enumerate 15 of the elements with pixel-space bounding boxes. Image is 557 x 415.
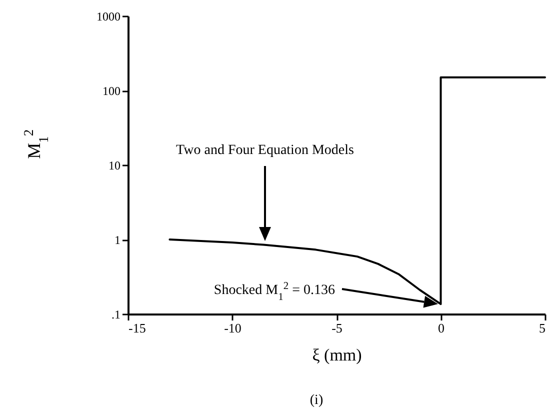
y-tick-label: .1 <box>112 308 120 322</box>
x-tick-label: 0 <box>438 320 444 336</box>
annotation: Two and Four Equation Models <box>176 143 354 158</box>
y-tick-label: 10 <box>108 158 120 172</box>
x-tick-label: 5 <box>539 320 546 336</box>
y-tick-label: 1 <box>114 233 120 247</box>
y-tick-label: 100 <box>102 84 120 98</box>
text: (i) <box>310 393 324 408</box>
annotation: Shocked M$_{1}$$^{2}$ = 0.136 <box>214 280 335 302</box>
x-tick-label: -10 <box>224 320 242 336</box>
x-axis-title: ξ (mm) <box>312 346 362 364</box>
x-tick-label: -15 <box>128 320 146 336</box>
line-series <box>168 76 546 306</box>
y-tick-label: 1000 <box>96 10 120 24</box>
x-tick-label: -5 <box>332 320 342 336</box>
